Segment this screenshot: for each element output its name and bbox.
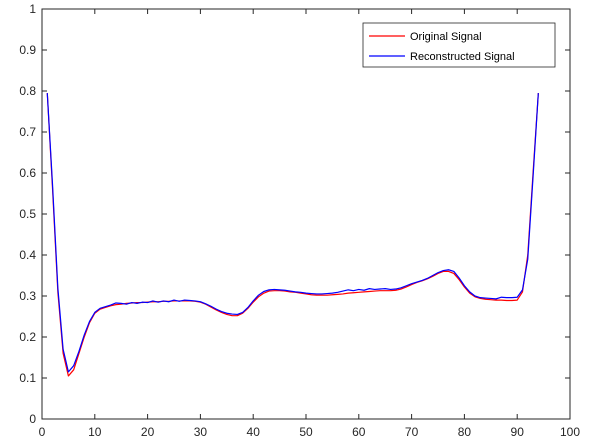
y-tick-label: 0.4 [19, 248, 36, 262]
x-tick-label: 30 [194, 425, 208, 439]
legend-label-original: Original Signal [410, 31, 482, 43]
y-tick-label: 0.8 [19, 84, 36, 98]
legend-box [362, 22, 556, 68]
y-tick-label: 0.6 [19, 166, 36, 180]
x-tick-label: 20 [141, 425, 155, 439]
series-layer [46, 93, 539, 377]
y-tick-label: 1 [29, 2, 36, 16]
y-tick-label: 0.1 [19, 371, 36, 385]
x-tick-label: 40 [247, 425, 261, 439]
y-tick-label: 0.7 [19, 125, 36, 139]
x-tick-label: 80 [458, 425, 472, 439]
y-tick-label: 0.5 [19, 207, 36, 221]
x-tick-label: 0 [39, 425, 46, 439]
x-axis: 0 10 20 30 40 50 60 70 80 90 100 [39, 9, 580, 439]
y-tick-label: 0.9 [19, 43, 36, 57]
legend: Original Signal Reconstructed Signal [362, 22, 556, 68]
x-tick-label: 50 [299, 425, 313, 439]
y-tick-label: 0.2 [19, 330, 36, 344]
x-tick-label: 100 [560, 425, 580, 439]
x-tick-label: 60 [352, 425, 366, 439]
y-tick-label: 0 [29, 412, 36, 426]
y-tick-label: 0.3 [19, 289, 36, 303]
x-tick-label: 90 [511, 425, 525, 439]
x-tick-label: 70 [405, 425, 419, 439]
plot-area [42, 9, 570, 419]
legend-label-reconstructed: Reconstructed Signal [410, 51, 515, 63]
y-axis: 0 0.1 0.2 0.3 0.4 0.5 0.6 0.7 0.8 0.9 1 [19, 2, 570, 426]
series-line-reconstructed-signal [46, 93, 539, 373]
x-tick-label: 10 [88, 425, 102, 439]
